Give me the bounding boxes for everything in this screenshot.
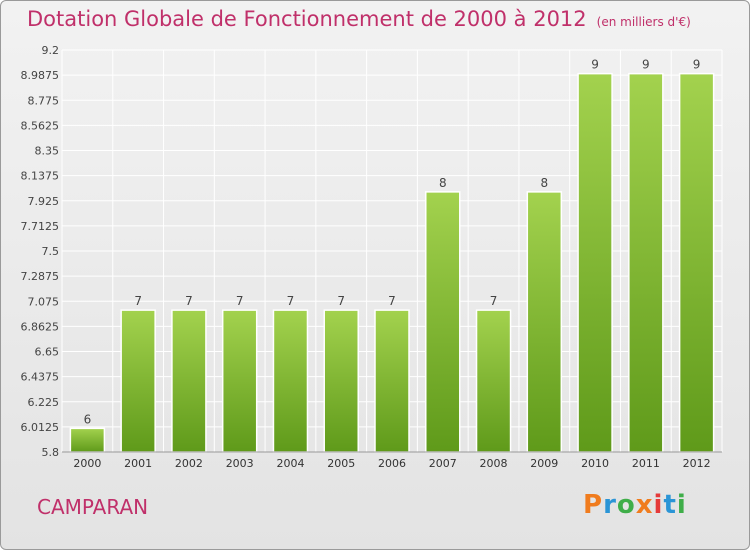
bar [526, 191, 563, 453]
x-tick-label: 2012 [683, 457, 711, 470]
bar [628, 72, 664, 453]
x-tick-label: 2007 [429, 457, 457, 470]
y-tick-label: 7.2875 [21, 270, 60, 283]
y-tick-label: 6.8625 [21, 320, 60, 333]
data-label: 9 [591, 58, 599, 72]
y-tick-label: 8.35 [35, 145, 60, 158]
x-tick-label: 2000 [73, 457, 101, 470]
bar [221, 309, 258, 453]
logo-letter: x [635, 490, 654, 520]
logo-letter: P [583, 490, 604, 520]
x-tick-label: 2001 [124, 457, 152, 470]
x-tick-label: 2010 [581, 457, 609, 470]
y-tick-label: 8.775 [28, 94, 60, 107]
bar [272, 309, 309, 453]
logo-letter: i [676, 490, 687, 520]
bar [374, 309, 410, 453]
chart-title: Dotation Globale de Fonctionnement de 20… [27, 7, 691, 31]
logo-letter: i [653, 490, 664, 520]
x-tick-label: 2006 [378, 457, 406, 470]
bar [425, 191, 461, 453]
data-label: 7 [236, 294, 244, 308]
y-tick-label: 6.225 [28, 396, 60, 409]
y-tick-label: 7.7125 [21, 220, 60, 233]
logo-letter: r [603, 490, 617, 520]
y-tick-label: 7.075 [28, 295, 60, 308]
x-tick-label: 2002 [175, 457, 203, 470]
data-label: 7 [185, 294, 193, 308]
commune-name: CAMPARAN [37, 495, 149, 519]
y-tick-label: 6.0125 [21, 421, 60, 434]
data-label: 7 [490, 294, 498, 308]
data-label: 8 [439, 176, 447, 190]
y-tick-label: 9.2 [42, 44, 60, 57]
y-tick-label: 8.1375 [21, 170, 60, 183]
bar [475, 309, 512, 453]
y-tick-label: 7.5 [42, 245, 60, 258]
y-tick-label: 6.65 [35, 346, 60, 359]
data-label: 9 [642, 58, 650, 72]
unit-note: (en milliers d'€) [596, 15, 691, 29]
data-label: 7 [287, 294, 295, 308]
logo-letter: t [663, 490, 677, 520]
logo-letter: o [616, 490, 636, 520]
y-tick-label: 6.4375 [21, 371, 60, 384]
x-tick-label: 2008 [480, 457, 508, 470]
y-tick-label: 8.5625 [21, 119, 60, 132]
bar [577, 72, 613, 453]
data-label: 7 [388, 294, 396, 308]
bar-layer [69, 72, 715, 453]
x-tick-label: 2009 [530, 457, 558, 470]
axis-layer: 5.8 6.0125 6.225 6.4375 6.65 6.8625 7.075 7.287… [21, 44, 722, 470]
x-tick-label: 2004 [276, 457, 304, 470]
data-label: 7 [337, 294, 345, 308]
x-tick-label: 2005 [327, 457, 355, 470]
data-label: 7 [134, 294, 142, 308]
bar [171, 309, 207, 453]
proxiti-logo: Proxiti [583, 490, 687, 520]
data-label: 6 [84, 412, 92, 426]
x-tick-label: 2003 [226, 457, 254, 470]
y-tick-label: 8.9875 [21, 69, 60, 82]
data-label: 8 [540, 176, 548, 190]
bar [323, 309, 359, 453]
x-tick-label: 2011 [632, 457, 660, 470]
title-text: Dotation Globale de Fonctionnement de 20… [27, 7, 587, 31]
y-tick-label: 5.8 [42, 446, 60, 459]
bar [69, 427, 106, 453]
bar [120, 309, 156, 453]
y-tick-label: 7.925 [28, 195, 60, 208]
data-label: 9 [693, 58, 701, 72]
bar [678, 72, 715, 453]
